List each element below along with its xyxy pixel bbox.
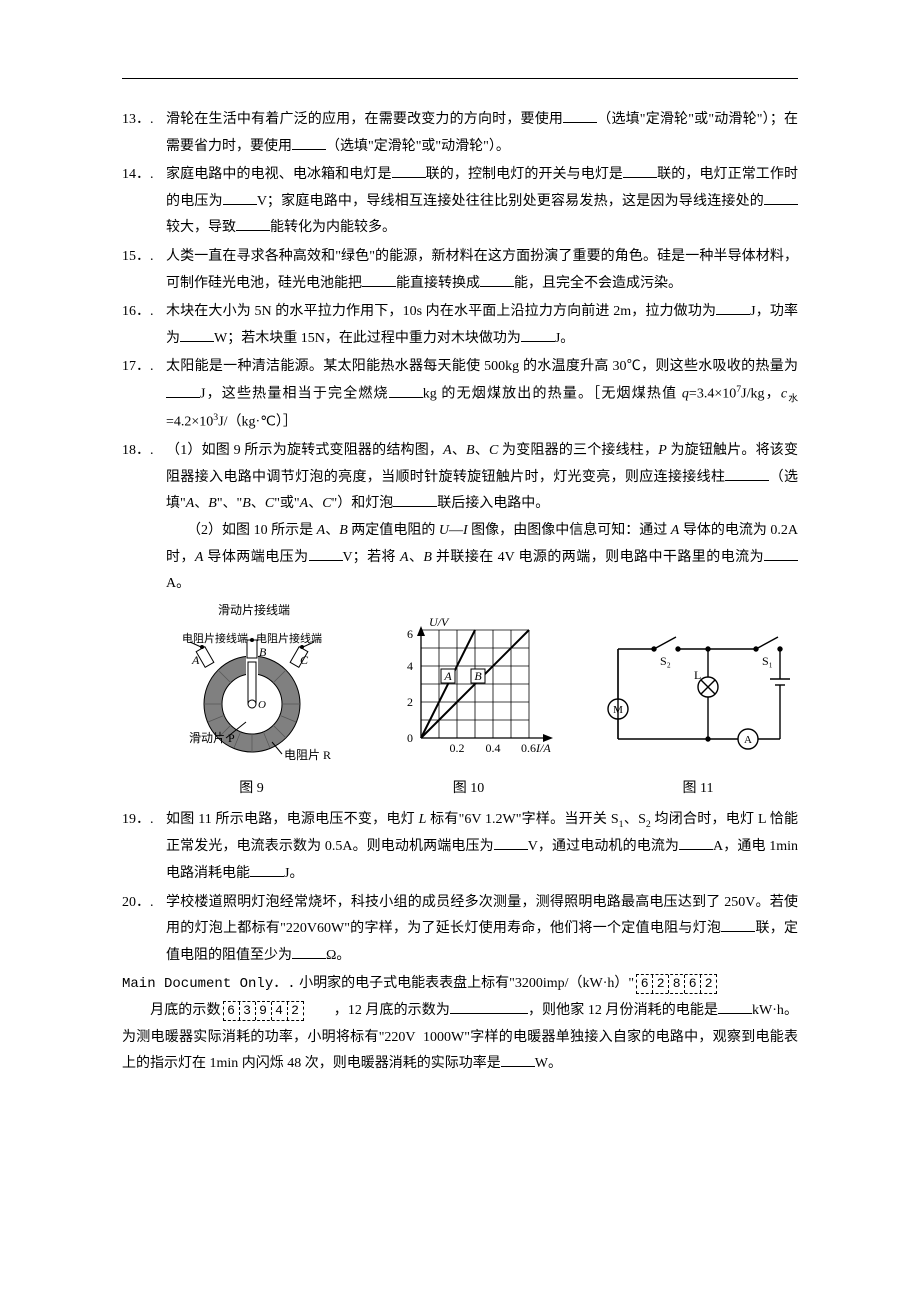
blank	[764, 546, 798, 561]
question-18: 18．. （1）如图 9 所示为旋转式变阻器的结构图，A、B、C 为变阻器的三个…	[122, 438, 798, 598]
q-num: 14．.	[122, 162, 166, 242]
svg-text:2: 2	[407, 695, 413, 709]
blank	[389, 383, 423, 398]
label-slider: 滑动片 P	[189, 731, 235, 745]
question-19: 19．. 如图 11 所示电路，电源电压不变，电灯 L 标有"6V 1.2W"字…	[122, 807, 798, 888]
svg-text:M: M	[613, 704, 623, 716]
q-body: 太阳能是一种清洁能源。某太阳能热水器每天能使 500kg 的水温度升高 30℃，…	[166, 354, 798, 436]
question-mdo: Main Document Only．. 小明家的电子式电能表表盘上标有"320…	[122, 971, 798, 1077]
mdo-prefix: Main Document Only．.	[122, 976, 296, 992]
svg-text:0.6I/A: 0.6I/A	[521, 741, 551, 755]
q-num: 17．.	[122, 354, 166, 436]
svg-text:S₂: S₂	[660, 654, 671, 668]
svg-text:L: L	[694, 668, 701, 682]
q-body: 学校楼道照明灯泡经常烧坏，科技小组的成员经多次测量，测得照明电路最高电压达到了 …	[166, 890, 798, 970]
svg-text:B: B	[474, 669, 482, 683]
svg-text:U/V: U/V	[429, 615, 450, 629]
circuit-diagram: S₂ S₁ A	[598, 629, 798, 764]
svg-text:6: 6	[407, 627, 413, 641]
blank	[393, 492, 437, 507]
svg-text:C: C	[300, 653, 309, 667]
svg-text:A: A	[744, 734, 752, 746]
blank	[292, 135, 326, 150]
label-resistor: 电阻片 R	[284, 748, 331, 762]
figure-9-caption: 图 9	[164, 776, 339, 803]
blank	[764, 190, 798, 205]
blank	[250, 862, 284, 877]
blank	[362, 272, 396, 287]
q-body: 人类一直在寻求各种高效和"绿色"的能源，新材料在这方面扮演了重要的角色。硅是一种…	[166, 244, 798, 297]
question-16: 16．. 木块在大小为 5N 的水平拉力作用下，10s 内在水平面上沿拉力方向前…	[122, 299, 798, 352]
svg-text:0.2: 0.2	[449, 741, 464, 755]
svg-text:4: 4	[407, 659, 413, 673]
blank	[480, 272, 514, 287]
svg-text:A: A	[443, 669, 452, 683]
q-num: 20．.	[122, 890, 166, 970]
q-body: 木块在大小为 5N 的水平拉力作用下，10s 内在水平面上沿拉力方向前进 2m，…	[166, 299, 798, 352]
blank	[166, 383, 200, 398]
q-body: （1）如图 9 所示为旋转式变阻器的结构图，A、B、C 为变阻器的三个接线柱，P…	[166, 438, 798, 598]
ui-graph: A B 0 2 4 6 0.2 0.4 0.6I/A U/V	[379, 614, 559, 764]
question-20: 20．. 学校楼道照明灯泡经常烧坏，科技小组的成员经多次测量，测得照明电路最高电…	[122, 890, 798, 970]
question-15: 15．. 人类一直在寻求各种高效和"绿色"的能源，新材料在这方面扮演了重要的角色…	[122, 244, 798, 297]
q-num: 18．.	[122, 438, 166, 598]
svg-text:0: 0	[407, 731, 413, 745]
blank	[623, 163, 657, 178]
q-body: Main Document Only．. 小明家的电子式电能表表盘上标有"320…	[122, 971, 798, 1077]
blank	[521, 327, 555, 342]
figure-10: A B 0 2 4 6 0.2 0.4 0.6I/A U/V 图 10	[379, 614, 559, 803]
q-num: 13．.	[122, 107, 166, 160]
mdo-t2: 月底的示数	[150, 1003, 220, 1018]
q-num: 19．.	[122, 807, 166, 888]
question-13: 13．. 滑轮在生活中有着广泛的应用，在需要改变力的方向时，要使用（选填"定滑轮…	[122, 107, 798, 160]
blank	[501, 1052, 535, 1067]
rheostat-diagram: 滑动片接线端 电阻片接线端 电阻片接线端	[164, 604, 339, 764]
svg-text:A: A	[191, 653, 200, 667]
blank	[718, 999, 752, 1014]
blank	[392, 163, 426, 178]
blank	[223, 190, 257, 205]
q-body: 家庭电路中的电视、电冰箱和电灯是联的，控制电灯的开关与电灯是联的，电灯正常工作时…	[166, 162, 798, 242]
blank	[494, 835, 528, 850]
document-page: 13．. 滑轮在生活中有着广泛的应用，在需要改变力的方向时，要使用（选填"定滑轮…	[0, 0, 920, 1302]
blank	[309, 546, 343, 561]
svg-text:O: O	[258, 699, 266, 711]
top-rule	[122, 78, 798, 79]
meter-1: 62862	[636, 974, 717, 994]
figure-10-caption: 图 10	[379, 776, 559, 803]
label-top: 滑动片接线端	[218, 604, 290, 617]
figure-11-caption: 图 11	[598, 776, 798, 803]
blank	[236, 216, 270, 231]
blank	[292, 944, 326, 959]
figure-11: S₂ S₁ A	[598, 629, 798, 803]
question-14: 14．. 家庭电路中的电视、电冰箱和电灯是联的，控制电灯的开关与电灯是联的，电灯…	[122, 162, 798, 242]
blank	[450, 999, 528, 1014]
blank	[563, 108, 597, 123]
meter-2: 63942	[223, 1001, 304, 1021]
svg-text:B: B	[259, 645, 267, 659]
mdo-t1: 小明家的电子式电能表表盘上标有"3200imp/（kW·h）"	[296, 976, 634, 991]
figures-row: 滑动片接线端 电阻片接线端 电阻片接线端	[164, 604, 798, 803]
svg-text:0.4: 0.4	[485, 741, 500, 755]
blank	[679, 835, 713, 850]
blank	[716, 300, 750, 315]
figure-9: 滑动片接线端 电阻片接线端 电阻片接线端	[164, 604, 339, 803]
blank	[180, 327, 214, 342]
q-num: 16．.	[122, 299, 166, 352]
svg-text:S₁: S₁	[762, 654, 773, 668]
q-body: 滑轮在生活中有着广泛的应用，在需要改变力的方向时，要使用（选填"定滑轮"或"动滑…	[166, 107, 798, 160]
q-num: 15．.	[122, 244, 166, 297]
blank	[721, 917, 755, 932]
blank	[725, 466, 769, 481]
question-17: 17．. 太阳能是一种清洁能源。某太阳能热水器每天能使 500kg 的水温度升高…	[122, 354, 798, 436]
q-body: 如图 11 所示电路，电源电压不变，电灯 L 标有"6V 1.2W"字样。当开关…	[166, 807, 798, 888]
